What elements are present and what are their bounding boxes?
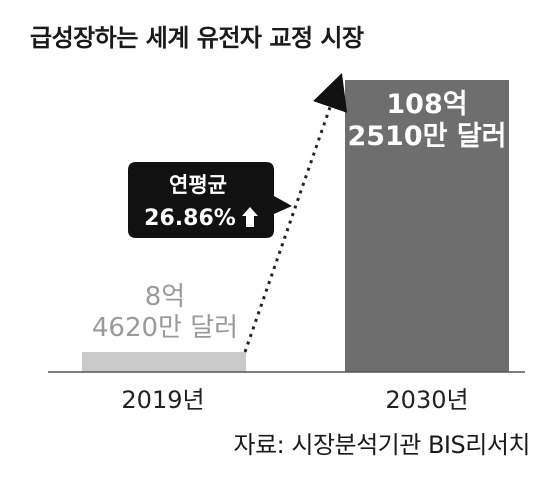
bar-2030-label-line1: 108억 <box>386 89 467 120</box>
source-note: 자료: 시장분석기관 BIS리서치 <box>233 431 530 459</box>
cagr-callout: 연평균 26.86% <box>128 162 292 238</box>
callout-value: 26.86% <box>144 206 236 231</box>
bar-2019-label-line1: 8억 <box>145 282 185 312</box>
growth-trend-arrow <box>243 72 348 353</box>
up-arrow-icon <box>242 207 258 227</box>
callout-label: 연평균 <box>169 173 227 197</box>
chart-title: 급성장하는 세계 유전자 교정 시장 <box>30 24 364 52</box>
x-tick-2030: 2030년 <box>385 386 468 414</box>
bar-2030 <box>345 80 509 372</box>
bar-2019 <box>82 352 246 372</box>
bar-2030-label-line2: 2510만 달러 <box>347 121 506 152</box>
bar-2019-label-line2: 4620만 달러 <box>92 313 238 343</box>
x-tick-2019: 2019년 <box>121 386 204 414</box>
